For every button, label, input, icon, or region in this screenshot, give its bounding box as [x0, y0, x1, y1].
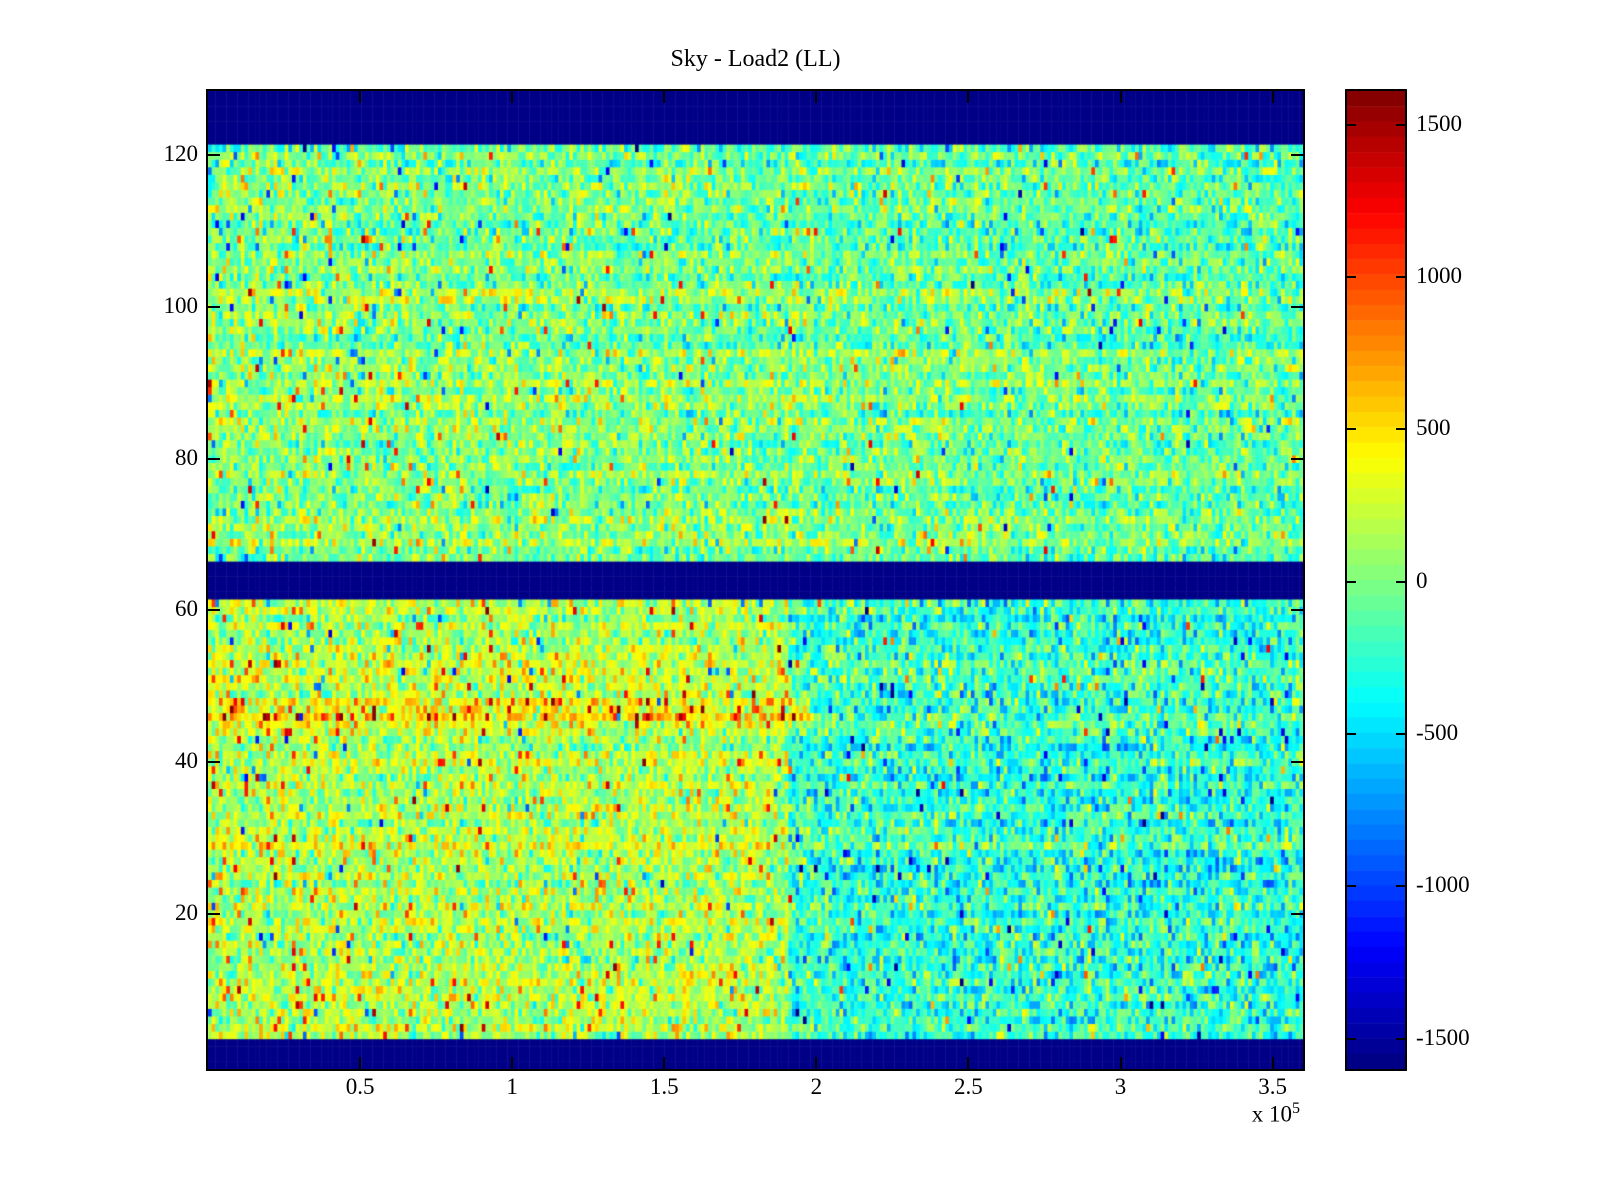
y-axis-tick-right — [1291, 154, 1303, 157]
colorbar-gradient — [1347, 91, 1405, 1069]
heatmap-image — [208, 91, 1303, 1069]
colorbar-tick-left — [1347, 732, 1356, 735]
colorbar-tick-right — [1396, 1037, 1405, 1040]
y-tick-label: 60 — [175, 596, 198, 622]
x-tick-label: 3 — [1114, 1074, 1127, 1099]
x-tick-label: 2 — [810, 1074, 823, 1099]
y-axis-tick — [208, 760, 220, 763]
x-axis-tick — [663, 1057, 666, 1069]
colorbar-tick-label: 1500 — [1416, 110, 1462, 136]
x-axis-tick — [1119, 1057, 1122, 1069]
colorbar-tick-left — [1347, 275, 1356, 278]
y-axis-tick-right — [1291, 457, 1303, 460]
x-axis-tick-top — [359, 91, 362, 103]
x-axis-tick-top — [1271, 91, 1274, 103]
x-axis-exponent-base: x 10 — [1251, 1101, 1292, 1127]
x-axis-tick-top — [663, 91, 666, 103]
colorbar-tick-label: -500 — [1416, 719, 1459, 745]
colorbar-tick-right — [1396, 123, 1405, 126]
y-axis-tick — [208, 912, 220, 915]
y-axis-tick — [208, 154, 220, 157]
colorbar-tick-left — [1347, 123, 1356, 126]
x-axis-tick — [815, 1057, 818, 1069]
y-axis-tick-right — [1291, 306, 1303, 309]
x-tick-label: 0.5 — [345, 1074, 375, 1099]
x-axis-tick-top — [967, 91, 970, 103]
y-axis-tick — [208, 457, 220, 460]
colorbar-tick-right — [1396, 275, 1405, 278]
colorbar-tick-left — [1347, 580, 1356, 583]
x-tick-label: 1 — [506, 1074, 518, 1099]
x-axis-exponent-label: x 105 — [1180, 1100, 1300, 1128]
x-axis-tick-top — [511, 91, 514, 103]
y-tick-label: 80 — [175, 444, 198, 470]
y-tick-label: 40 — [175, 747, 198, 773]
colorbar-tick-left — [1347, 885, 1356, 888]
x-axis-tick — [1271, 1057, 1274, 1069]
x-axis-tick-top — [1119, 91, 1122, 103]
plot-area — [206, 89, 1305, 1071]
x-tick-label: 2.5 — [954, 1074, 983, 1099]
y-axis-tick-right — [1291, 760, 1303, 763]
colorbar-tick-right — [1396, 885, 1405, 888]
y-tick-label: 20 — [175, 899, 198, 925]
colorbar-tick-label: 500 — [1416, 415, 1451, 441]
colorbar-tick-label: -1000 — [1416, 872, 1470, 898]
x-tick-label: 1.5 — [649, 1074, 679, 1099]
y-axis-tick — [208, 609, 220, 612]
colorbar-tick-right — [1396, 580, 1405, 583]
x-axis-tick — [967, 1057, 970, 1069]
colorbar-tick-left — [1347, 428, 1356, 431]
y-tick-label: 120 — [163, 141, 199, 167]
colorbar — [1345, 89, 1407, 1071]
x-axis-tick-top — [815, 91, 818, 103]
colorbar-tick-right — [1396, 732, 1405, 735]
x-axis-tick — [511, 1057, 514, 1069]
colorbar-tick-label: 0 — [1416, 567, 1428, 593]
x-tick-label: 3.5 — [1258, 1074, 1287, 1099]
y-tick-label: 100 — [163, 293, 199, 319]
colorbar-tick-label: 1000 — [1416, 262, 1462, 288]
colorbar-tick-right — [1396, 428, 1405, 431]
colorbar-tick-left — [1347, 1037, 1356, 1040]
y-axis-tick-right — [1291, 609, 1303, 612]
x-axis-tick — [359, 1057, 362, 1069]
y-axis-tick — [208, 306, 220, 309]
plot-title: Sky - Load2 (LL) — [670, 46, 841, 72]
y-axis-tick-right — [1291, 912, 1303, 915]
colorbar-tick-label: -1500 — [1416, 1024, 1470, 1050]
x-axis-exponent-power: 5 — [1292, 1100, 1300, 1117]
